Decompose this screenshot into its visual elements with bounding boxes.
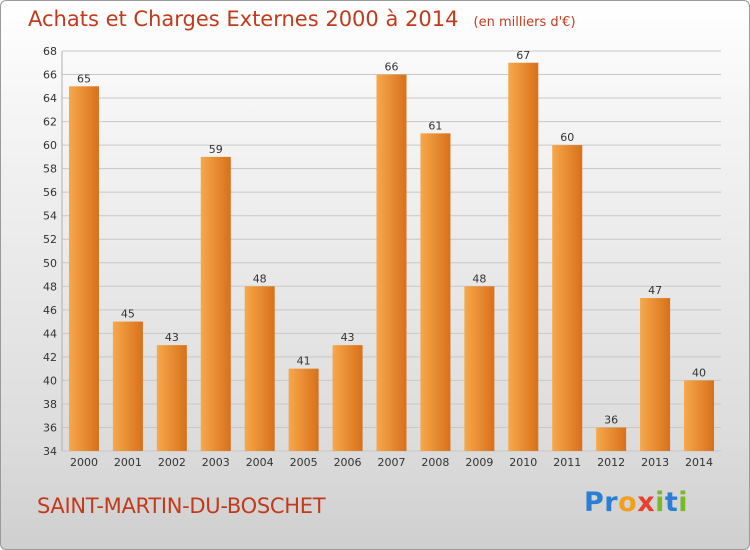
y-tick-label: 62: [43, 116, 57, 129]
x-tick-label: 2007: [378, 456, 406, 469]
bar-value-label: 65: [77, 72, 91, 85]
bar-2011: [552, 145, 583, 451]
bar-2008: [420, 133, 451, 451]
bar-2000: [68, 86, 99, 451]
bar-value-label: 59: [209, 143, 223, 156]
proxiti-logo[interactable]: Proxiti: [584, 487, 688, 518]
y-tick-label: 56: [43, 186, 57, 199]
bar-2001: [112, 321, 143, 451]
title-row: Achats et Charges Externes 2000 à 2014 (…: [28, 7, 576, 31]
y-tick-label: 40: [43, 374, 57, 387]
x-tick-label: 2001: [114, 456, 142, 469]
brand-letter: t: [664, 487, 679, 518]
y-tick-label: 54: [43, 210, 57, 223]
x-axis-ticks: 2000 2001 2002 2003 2004 2005 2006 2007 2008 2009…: [70, 456, 713, 469]
y-tick-label: 42: [43, 351, 57, 364]
brand-letter: o: [618, 487, 638, 518]
bar-value-label: 48: [253, 272, 267, 285]
x-tick-label: 2011: [553, 456, 581, 469]
y-tick-label: 64: [43, 92, 57, 105]
bar-value-label: 60: [560, 131, 574, 144]
brand-letter: i: [655, 487, 665, 518]
y-tick-label: 60: [43, 139, 57, 152]
bar-2004: [244, 286, 275, 451]
x-tick-label: 2005: [290, 456, 318, 469]
bar-2013: [640, 298, 671, 451]
chart-subtitle: (en milliers d'€): [473, 15, 576, 30]
bar-2014: [684, 380, 715, 451]
bar-value-label: 36: [604, 413, 618, 426]
y-tick-label: 36: [43, 421, 57, 434]
y-tick-label: 34: [43, 445, 57, 458]
x-tick-label: 2002: [158, 456, 186, 469]
bar-value-label: 43: [165, 331, 179, 344]
x-tick-label: 2013: [641, 456, 669, 469]
y-tick-label: 46: [43, 304, 57, 317]
bars: [68, 62, 715, 451]
bar-2012: [596, 427, 627, 451]
brand-letter: x: [637, 487, 656, 518]
bar-value-label: 61: [428, 119, 442, 132]
bar-value-label: 48: [472, 272, 486, 285]
x-tick-label: 2000: [70, 456, 98, 469]
chart-title: Achats et Charges Externes 2000 à 2014: [28, 7, 459, 31]
commune-name: SAINT-MARTIN-DU-BOSCHET: [37, 494, 326, 518]
bar-value-label: 47: [648, 284, 662, 297]
y-tick-label: 68: [43, 45, 57, 58]
y-tick-label: 66: [43, 69, 57, 82]
x-tick-label: 2008: [421, 456, 449, 469]
y-tick-label: 50: [43, 257, 57, 270]
x-tick-label: 2006: [334, 456, 362, 469]
bar-2006: [332, 345, 363, 451]
bar-2010: [508, 62, 539, 451]
y-tick-label: 48: [43, 280, 57, 293]
bar-value-label: 45: [121, 308, 135, 321]
bar-2009: [464, 286, 495, 451]
y-tick-label: 58: [43, 163, 57, 176]
y-tick-label: 44: [43, 327, 57, 340]
bar-2002: [156, 345, 187, 451]
brand-letter: r: [604, 487, 619, 518]
y-tick-label: 52: [43, 233, 57, 246]
bar-2003: [200, 156, 231, 451]
value-labels: 65 45 43 59 48 41 43 66 61 48 67 60 36 47 40: [77, 49, 706, 427]
x-tick-label: 2010: [509, 456, 537, 469]
bar-2005: [288, 368, 319, 451]
bar-value-label: 67: [516, 49, 530, 62]
y-axis-ticks: 34 36 38 40 42 44 46 48 50 52 54 56 58 60 62 64 66 68: [43, 45, 57, 458]
x-tick-label: 2004: [246, 456, 274, 469]
bar-value-label: 40: [692, 366, 706, 379]
bar-value-label: 66: [385, 61, 399, 74]
x-tick-label: 2012: [597, 456, 625, 469]
x-tick-label: 2003: [202, 456, 230, 469]
bar-2007: [376, 74, 407, 451]
x-tick-label: 2009: [465, 456, 493, 469]
brand-letter: P: [584, 487, 605, 518]
y-tick-label: 38: [43, 398, 57, 411]
bar-value-label: 43: [341, 331, 355, 344]
brand-letter: i: [678, 487, 689, 518]
x-tick-label: 2014: [685, 456, 713, 469]
bar-value-label: 41: [297, 355, 311, 368]
